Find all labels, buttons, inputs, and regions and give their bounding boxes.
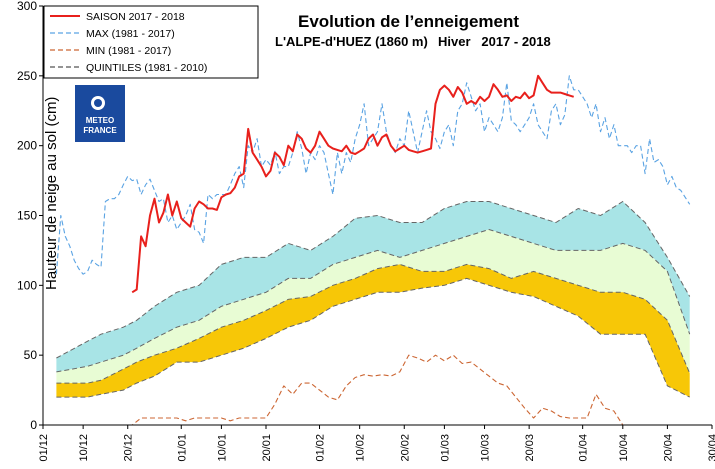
y-tick-label: 300 bbox=[17, 0, 37, 13]
logo-line2: FRANCE bbox=[83, 126, 117, 135]
quintile-line-q60 bbox=[56, 228, 691, 373]
y-tick-label: 250 bbox=[17, 69, 37, 83]
band-q40-q60 bbox=[56, 229, 690, 384]
legend: SAISON 2017 - 2018 MAX (1981 - 2017) MIN (… bbox=[43, 5, 259, 79]
x-tick-label: 30/04 bbox=[707, 434, 715, 462]
x-tick-label: 10/02 bbox=[355, 434, 367, 462]
y-tick-label: 50 bbox=[24, 348, 38, 362]
quintile-lines bbox=[56, 200, 691, 398]
x-tick-labels: 01/12 10/12 20/12 01/01 10/01 20/01 01/02 10/02… bbox=[38, 425, 715, 462]
x-tick-label: 20/04 bbox=[662, 434, 674, 462]
band-q60-q80 bbox=[56, 201, 690, 372]
legend-label: SAISON 2017 - 2018 bbox=[86, 11, 185, 23]
y-axis-label: Hauteur de neige au sol (cm) bbox=[43, 97, 60, 290]
x-tick-label: 10/03 bbox=[480, 434, 492, 462]
y-tick-label: 200 bbox=[17, 139, 37, 153]
x-tick-label: 01/02 bbox=[315, 434, 327, 462]
series-line-min bbox=[56, 354, 690, 426]
series-line-max bbox=[55, 75, 691, 275]
x-tick-label: 10/01 bbox=[216, 434, 228, 462]
y-tick-label: 0 bbox=[30, 418, 37, 432]
legend-label: MIN (1981 - 2017) bbox=[86, 45, 171, 57]
x-tick-label: 01/01 bbox=[176, 434, 188, 462]
series-line-season bbox=[131, 74, 575, 294]
meteo-france-logo: METEO FRANCE bbox=[75, 85, 125, 142]
legend-label: QUINTILES (1981 - 2010) bbox=[86, 62, 207, 74]
x-tick-label: 01/04 bbox=[578, 434, 590, 462]
legend-box bbox=[43, 5, 259, 79]
chart-subtitle-station: L'ALPE-d'HUEZ (1860 m) bbox=[275, 34, 428, 49]
legend-label: MAX (1981 - 2017) bbox=[86, 28, 175, 40]
y-tick-label: 100 bbox=[17, 278, 37, 292]
x-tick-label: 20/01 bbox=[261, 434, 273, 462]
y-tick-label: 150 bbox=[17, 209, 37, 223]
quintile-bands bbox=[56, 201, 690, 398]
x-tick-label: 10/04 bbox=[618, 434, 630, 462]
quintile-line-q20 bbox=[56, 277, 690, 398]
quintile-line-q40 bbox=[56, 263, 691, 384]
quintile-line-q80 bbox=[56, 200, 691, 359]
chart-subtitle-season: Hiver 2017 - 2018 bbox=[438, 34, 551, 49]
x-tick-label: 20/02 bbox=[399, 434, 411, 462]
x-tick-label: 20/03 bbox=[524, 434, 536, 462]
x-tick-label: 10/12 bbox=[78, 434, 90, 462]
logo-line1: METEO bbox=[86, 116, 114, 125]
chart-title: Evolution de l’enneigement bbox=[298, 12, 519, 31]
y-tick-labels: 0 50 100 150 200 250 300 bbox=[17, 0, 43, 432]
x-tick-label: 20/12 bbox=[123, 434, 135, 462]
x-tick-label: 01/03 bbox=[439, 434, 451, 462]
x-tick-label: 01/12 bbox=[38, 434, 50, 462]
band-q20-q40 bbox=[56, 264, 690, 398]
series-lines bbox=[55, 74, 691, 426]
